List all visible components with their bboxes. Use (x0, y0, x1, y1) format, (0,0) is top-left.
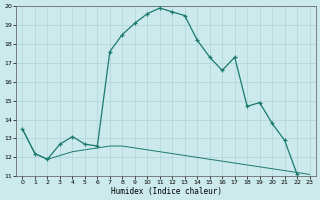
X-axis label: Humidex (Indice chaleur): Humidex (Indice chaleur) (110, 187, 221, 196)
